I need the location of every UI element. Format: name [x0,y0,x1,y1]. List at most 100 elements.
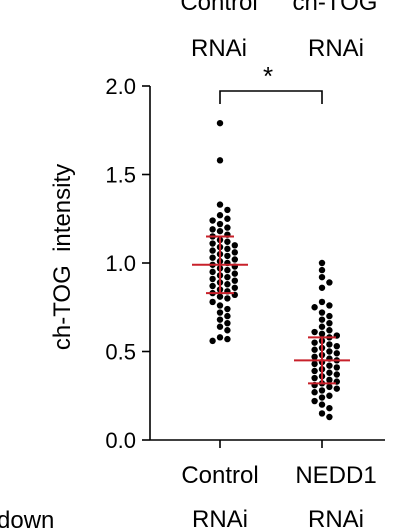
x-label-rnai-2: RNAi [308,506,364,531]
data-point-g1-12 [318,323,326,330]
x-label-nedd1: NEDD1 [295,462,376,489]
data-point-g0-57 [224,335,231,343]
data-point-g0-39 [209,282,216,290]
y-axis-label: ch-TOG intensity [49,164,76,350]
data-point-g1-32 [326,362,333,369]
chart-axes: 0.0 0.5 1.0 1.5 2.0 [105,74,385,453]
data-point-g1-36 [326,369,333,376]
data-point-g1-49 [318,394,326,401]
top-label-rnai-1: RNAi [191,35,247,62]
data-point-g0-5 [224,215,231,222]
data-point-g0-48 [216,302,224,309]
data-point-g1-50 [311,397,318,405]
data-point-g0-22 [224,252,231,260]
data-point-g0-24 [231,256,238,263]
data-point-g1-2 [318,273,326,281]
data-point-g1-23 [311,346,318,353]
data-point-g0-18 [224,245,231,253]
data-point-g1-27 [311,353,318,361]
data-point-g0-3 [224,206,231,214]
data-point-g1-35 [311,367,318,375]
data-point-g0-45 [216,293,224,300]
data-point-g0-31 [209,268,216,276]
data-point-g1-25 [333,350,340,357]
data-point-g1-33 [333,364,340,371]
data-point-g0-49 [224,305,231,313]
data-point-g1-9 [326,312,333,320]
x-label-rnai-1: RNAi [192,506,248,531]
data-point-g1-24 [326,348,333,355]
top-label-chtog: ch-TOG [293,0,378,16]
data-point-g1-40 [326,376,333,384]
data-point-g0-54 [216,323,224,330]
data-points [209,119,340,421]
data-point-g1-20 [326,341,333,348]
data-point-g1-0 [318,259,326,267]
data-point-g0-19 [209,247,216,254]
data-point-g0-58 [209,337,216,345]
data-point-g1-10 [318,316,326,323]
data-point-g0-32 [231,270,238,277]
data-point-g1-1 [318,266,326,274]
mean-sd-bars [192,235,350,385]
data-point-g0-7 [216,220,224,228]
data-point-g1-7 [311,304,318,311]
data-point-g0-38 [224,281,231,288]
data-point-g1-47 [311,389,318,396]
data-point-g0-23 [209,254,216,261]
footer-text-fragment: down [0,507,54,531]
data-point-g1-53 [318,410,326,417]
data-point-g0-55 [224,327,231,334]
data-point-g1-3 [326,279,333,286]
data-point-g0-16 [231,242,238,249]
data-point-g0-34 [224,273,231,281]
data-point-g0-56 [216,334,224,341]
data-point-g0-2 [216,201,224,208]
data-point-g0-8 [224,224,231,231]
data-point-g0-0 [216,119,224,127]
data-point-g0-53 [224,319,231,327]
data-point-g1-52 [326,404,333,412]
data-point-g0-14 [224,238,231,245]
x-label-control: Control [181,462,258,489]
data-point-g1-11 [326,319,333,327]
data-point-g1-5 [318,298,326,306]
data-point-g1-48 [326,392,333,399]
data-point-g0-30 [224,266,231,274]
y-tick-label-4: 2.0 [105,74,136,99]
data-point-g0-6 [209,217,216,224]
data-point-g0-51 [224,312,231,320]
significance-star: * [263,61,273,91]
data-point-g0-20 [231,249,238,256]
data-point-g0-4 [216,212,224,219]
data-point-g1-15 [318,330,326,337]
y-tick-label-0: 0.0 [105,428,136,453]
data-point-g1-6 [326,302,333,309]
data-point-g0-50 [216,309,224,316]
data-point-g0-35 [209,275,216,283]
top-label-control: Control [180,0,257,16]
data-point-g1-13 [326,327,333,334]
significance-bracket: * [219,61,323,104]
data-point-g0-15 [209,240,216,247]
data-point-g0-36 [231,277,238,284]
data-point-g0-9 [209,226,216,233]
data-point-g1-54 [326,413,333,421]
significance-bracket-line [219,90,323,104]
data-point-g0-1 [216,157,224,164]
data-point-g1-44 [326,383,333,391]
data-point-g1-39 [311,374,318,382]
data-point-g0-10 [216,227,224,235]
data-point-g0-40 [231,284,238,291]
data-point-g0-47 [209,298,216,306]
data-point-g1-51 [318,401,326,408]
data-point-g1-21 [333,342,340,350]
data-point-g0-46 [224,295,231,302]
y-tick-label-3: 1.5 [105,163,136,188]
y-tick-label-1: 0.5 [105,340,136,365]
data-point-g1-4 [318,284,326,291]
data-point-g1-46 [318,387,326,394]
data-point-g1-19 [311,339,318,346]
data-point-g1-14 [311,328,318,336]
